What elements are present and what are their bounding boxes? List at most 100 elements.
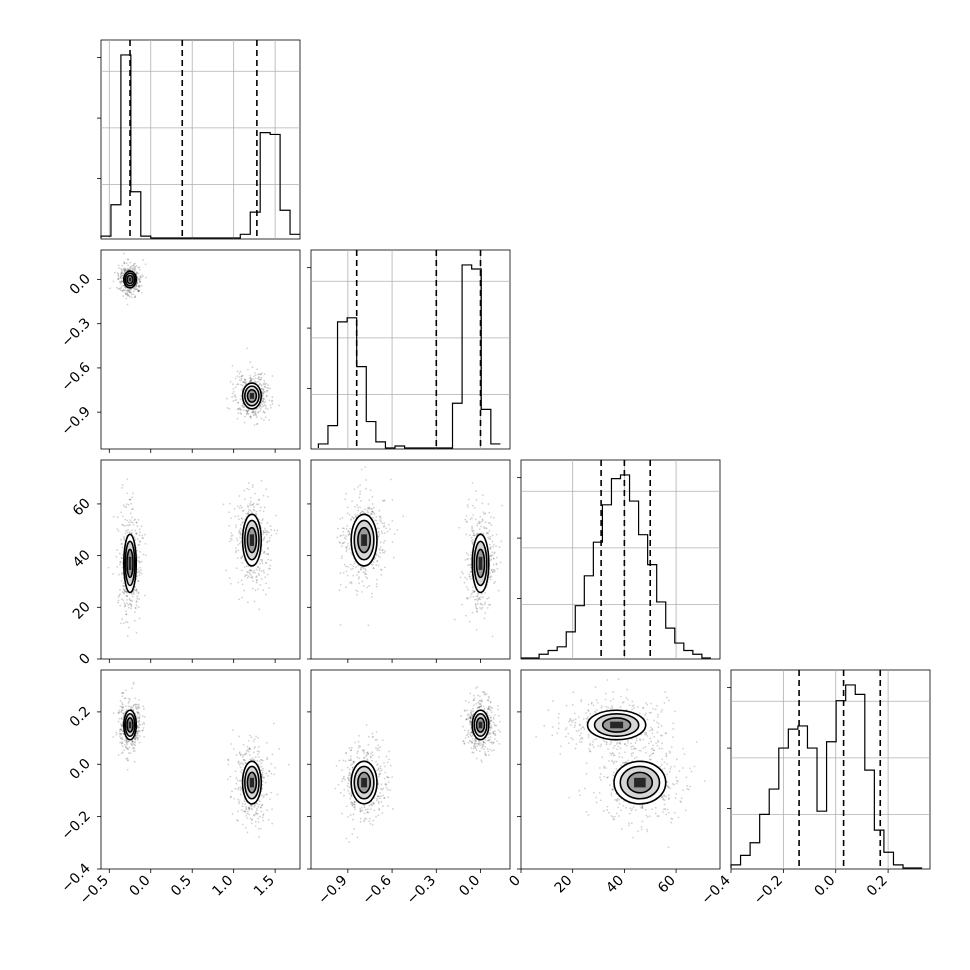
sample-point — [244, 415, 246, 418]
sample-point — [126, 478, 129, 481]
sample-point — [239, 786, 242, 789]
sample-point — [633, 757, 636, 760]
sample-point — [235, 754, 238, 756]
sample-point — [356, 752, 359, 755]
sample-point — [144, 263, 147, 266]
sample-point — [484, 512, 487, 515]
sample-point — [366, 586, 369, 589]
sample-point — [574, 721, 577, 724]
sample-point — [254, 513, 257, 515]
sample-point — [236, 375, 239, 378]
sample-point — [241, 561, 244, 564]
sample-point — [585, 717, 588, 720]
sample-point — [138, 730, 141, 733]
sample-point — [481, 603, 484, 606]
sample-point — [263, 506, 266, 509]
sample-point — [489, 729, 492, 732]
sample-point — [260, 768, 263, 771]
sample-point — [260, 387, 263, 390]
sample-point — [476, 524, 479, 527]
sample-point — [470, 731, 473, 733]
sample-point — [227, 758, 230, 761]
sample-point — [231, 790, 233, 793]
sample-point — [604, 767, 607, 769]
sample-point — [249, 415, 252, 418]
sample-point — [354, 560, 357, 563]
sample-point — [141, 537, 144, 539]
sample-point — [474, 746, 477, 749]
sample-point — [123, 262, 126, 265]
sample-point — [478, 596, 481, 599]
sample-point — [495, 556, 498, 559]
sample-point — [119, 622, 122, 625]
sample-point — [137, 606, 140, 608]
sample-point — [470, 713, 473, 715]
sample-point — [348, 768, 351, 771]
sample-point — [130, 607, 132, 610]
sample-point — [236, 779, 239, 782]
sample-point — [121, 289, 124, 292]
sample-point — [383, 566, 386, 569]
sample-point — [127, 748, 130, 751]
sample-point — [678, 770, 681, 773]
sample-point — [115, 556, 118, 558]
sample-point — [639, 733, 642, 736]
sample-point — [250, 378, 253, 381]
sample-point — [346, 512, 349, 515]
sample-point — [131, 521, 134, 524]
sample-point — [351, 567, 354, 570]
sample-point — [340, 534, 343, 537]
sample-point — [339, 572, 342, 575]
sample-point — [252, 502, 255, 505]
sample-point — [489, 578, 492, 581]
sample-point — [137, 726, 140, 729]
sample-point — [272, 722, 275, 725]
sample-point — [489, 522, 491, 524]
sample-point — [656, 744, 659, 747]
sample-point — [385, 527, 387, 530]
sample-point — [238, 531, 240, 534]
sample-point — [129, 698, 131, 701]
sample-point — [261, 560, 264, 563]
sample-point — [271, 375, 274, 377]
sample-point — [657, 722, 660, 725]
sample-point — [476, 602, 479, 605]
sample-point — [278, 747, 281, 750]
sample-point — [466, 709, 469, 712]
sample-point — [646, 703, 649, 706]
sample-point — [568, 720, 571, 723]
sample-point — [480, 705, 482, 708]
sample-point — [135, 271, 138, 274]
sample-point — [352, 813, 355, 816]
sample-point — [265, 593, 267, 596]
sample-point — [119, 281, 121, 284]
sample-point — [119, 705, 122, 708]
sample-point — [255, 578, 258, 581]
sample-point — [137, 729, 140, 732]
sample-point — [469, 732, 472, 735]
sample-point — [125, 269, 128, 272]
sample-point — [250, 573, 252, 576]
sample-point — [493, 552, 496, 555]
sample-point — [138, 534, 141, 537]
sample-point — [476, 593, 479, 596]
sample-point — [654, 708, 657, 711]
sample-point — [339, 518, 342, 520]
sample-point — [139, 281, 142, 283]
sample-point — [489, 741, 492, 744]
sample-point — [587, 708, 590, 711]
sample-point — [349, 759, 351, 762]
sample-point — [653, 735, 656, 738]
sample-point — [387, 788, 389, 791]
sample-point — [119, 737, 122, 740]
sample-point — [339, 623, 342, 626]
sample-point — [551, 726, 554, 728]
sample-point — [593, 738, 596, 741]
sample-point — [471, 741, 474, 743]
sample-point — [123, 289, 126, 292]
sample-point — [126, 740, 128, 743]
sample-point — [480, 596, 483, 598]
sample-point — [644, 714, 647, 717]
sample-point — [112, 280, 115, 283]
sample-point — [243, 800, 246, 803]
